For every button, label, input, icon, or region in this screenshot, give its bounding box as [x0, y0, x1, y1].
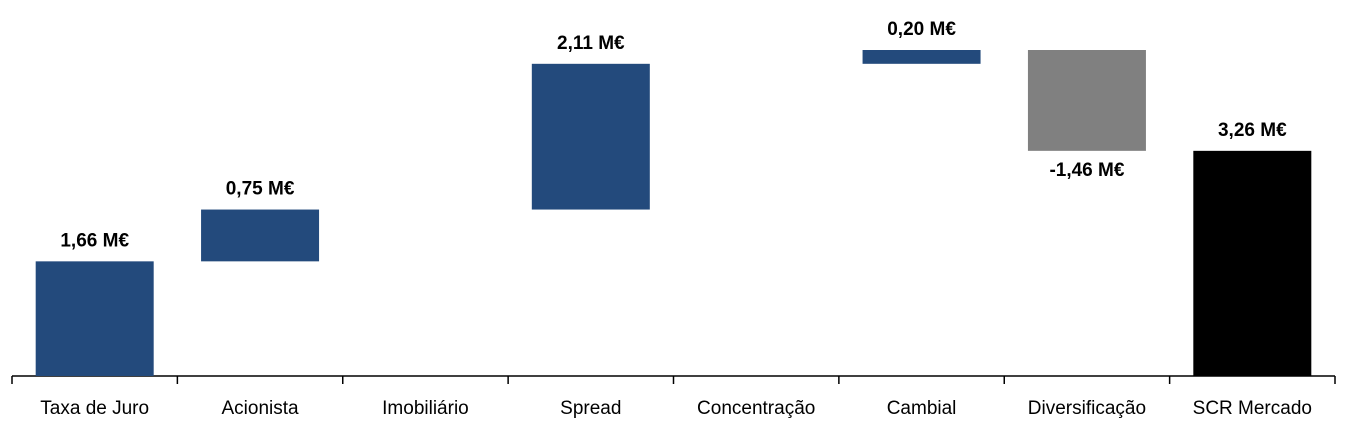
category-label: Acionista [222, 398, 300, 419]
bar [862, 50, 981, 64]
value-label: 1,66 M€ [60, 230, 129, 251]
category-label: Concentração [697, 398, 815, 419]
category-label: SCR Mercado [1193, 398, 1312, 419]
bar [201, 209, 320, 262]
category-label: Diversificação [1028, 398, 1146, 419]
value-label: 3,26 M€ [1218, 120, 1287, 141]
category-label: Cambial [887, 398, 957, 419]
category-label: Imobiliário [382, 398, 469, 419]
bar [1193, 150, 1312, 376]
bar [1027, 50, 1146, 151]
category-label: Taxa de Juro [40, 398, 149, 419]
value-label: 0,75 M€ [226, 179, 295, 200]
value-label: -1,46 M€ [1049, 160, 1124, 181]
bar [35, 261, 154, 376]
value-label: 2,11 M€ [557, 33, 625, 54]
value-label: 0,20 M€ [887, 19, 956, 40]
bar [531, 63, 650, 210]
category-label: Spread [560, 398, 621, 419]
